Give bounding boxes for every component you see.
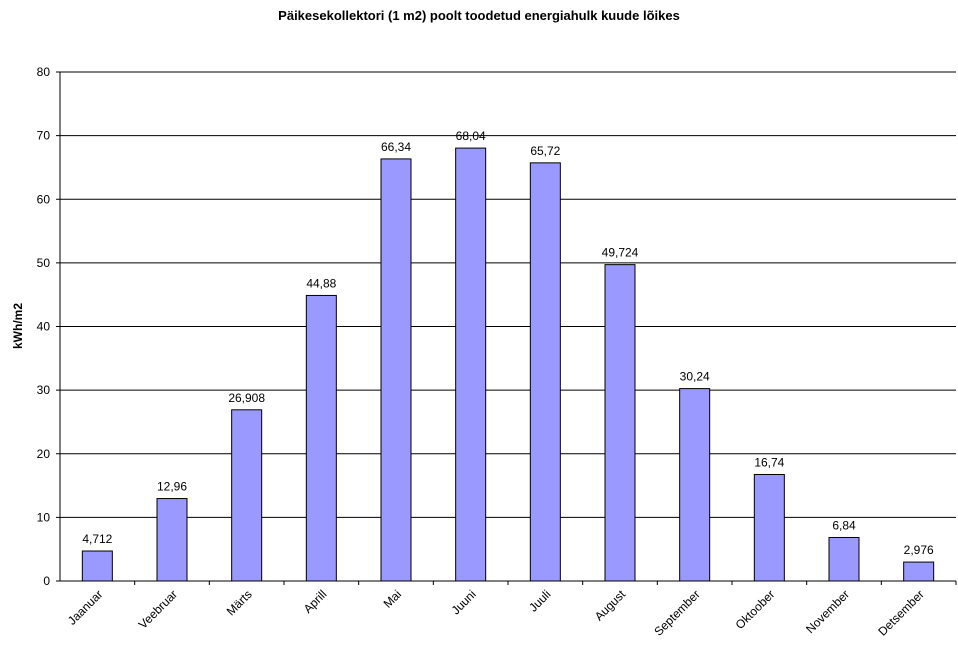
x-tick-label: Jaanuar	[65, 587, 106, 628]
bar	[81, 550, 113, 582]
y-tick-label: 50	[37, 256, 51, 270]
x-tick-label: August	[592, 587, 629, 624]
value-label: 30,24	[680, 370, 710, 384]
x-tick-label: November	[803, 587, 852, 636]
bar	[903, 561, 935, 582]
y-tick-label: 80	[37, 65, 51, 79]
value-label: 2,976	[904, 543, 934, 557]
x-tick-label: Märts	[224, 587, 255, 618]
x-tick-label: Juuni	[449, 587, 479, 617]
chart-title: Päikesekollektori (1 m2) poolt toodetud …	[278, 8, 680, 23]
bar	[156, 498, 188, 582]
bar	[231, 409, 263, 582]
bar	[529, 162, 561, 582]
bar	[753, 473, 785, 582]
value-label: 4,712	[82, 532, 112, 546]
x-tick-label: Aprill	[301, 587, 330, 616]
bar	[679, 388, 711, 582]
value-label: 44,88	[306, 276, 336, 290]
x-tick-label: September	[651, 587, 702, 638]
x-tick-label: Veebruar	[136, 587, 180, 631]
value-label: 26,908	[228, 391, 265, 405]
value-label: 12,96	[157, 480, 187, 494]
x-tick-label: Detsember	[875, 587, 926, 638]
bar	[305, 294, 337, 582]
y-tick-label: 60	[37, 192, 51, 206]
x-tick-label: Mai	[381, 587, 405, 611]
y-tick-label: 20	[37, 447, 51, 461]
x-tick-label: Juuli	[526, 587, 553, 614]
value-label: 66,34	[381, 140, 411, 154]
value-label: 65,72	[530, 144, 560, 158]
y-tick-label: 70	[37, 129, 51, 143]
value-label: 6,84	[832, 518, 856, 532]
value-label: 16,74	[754, 455, 784, 469]
value-label: 49,724	[602, 246, 639, 260]
y-tick-label: 30	[37, 383, 51, 397]
bar	[604, 264, 636, 582]
bar	[380, 158, 412, 582]
y-axis-label: kWh/m2	[11, 303, 25, 349]
x-tick-label: Oktoober	[733, 587, 778, 632]
y-tick-label: 0	[43, 574, 50, 588]
bar	[455, 147, 487, 582]
value-label: 68,04	[456, 129, 486, 143]
y-tick-label: 10	[37, 510, 51, 524]
bar	[828, 536, 860, 582]
y-tick-label: 40	[37, 320, 51, 334]
